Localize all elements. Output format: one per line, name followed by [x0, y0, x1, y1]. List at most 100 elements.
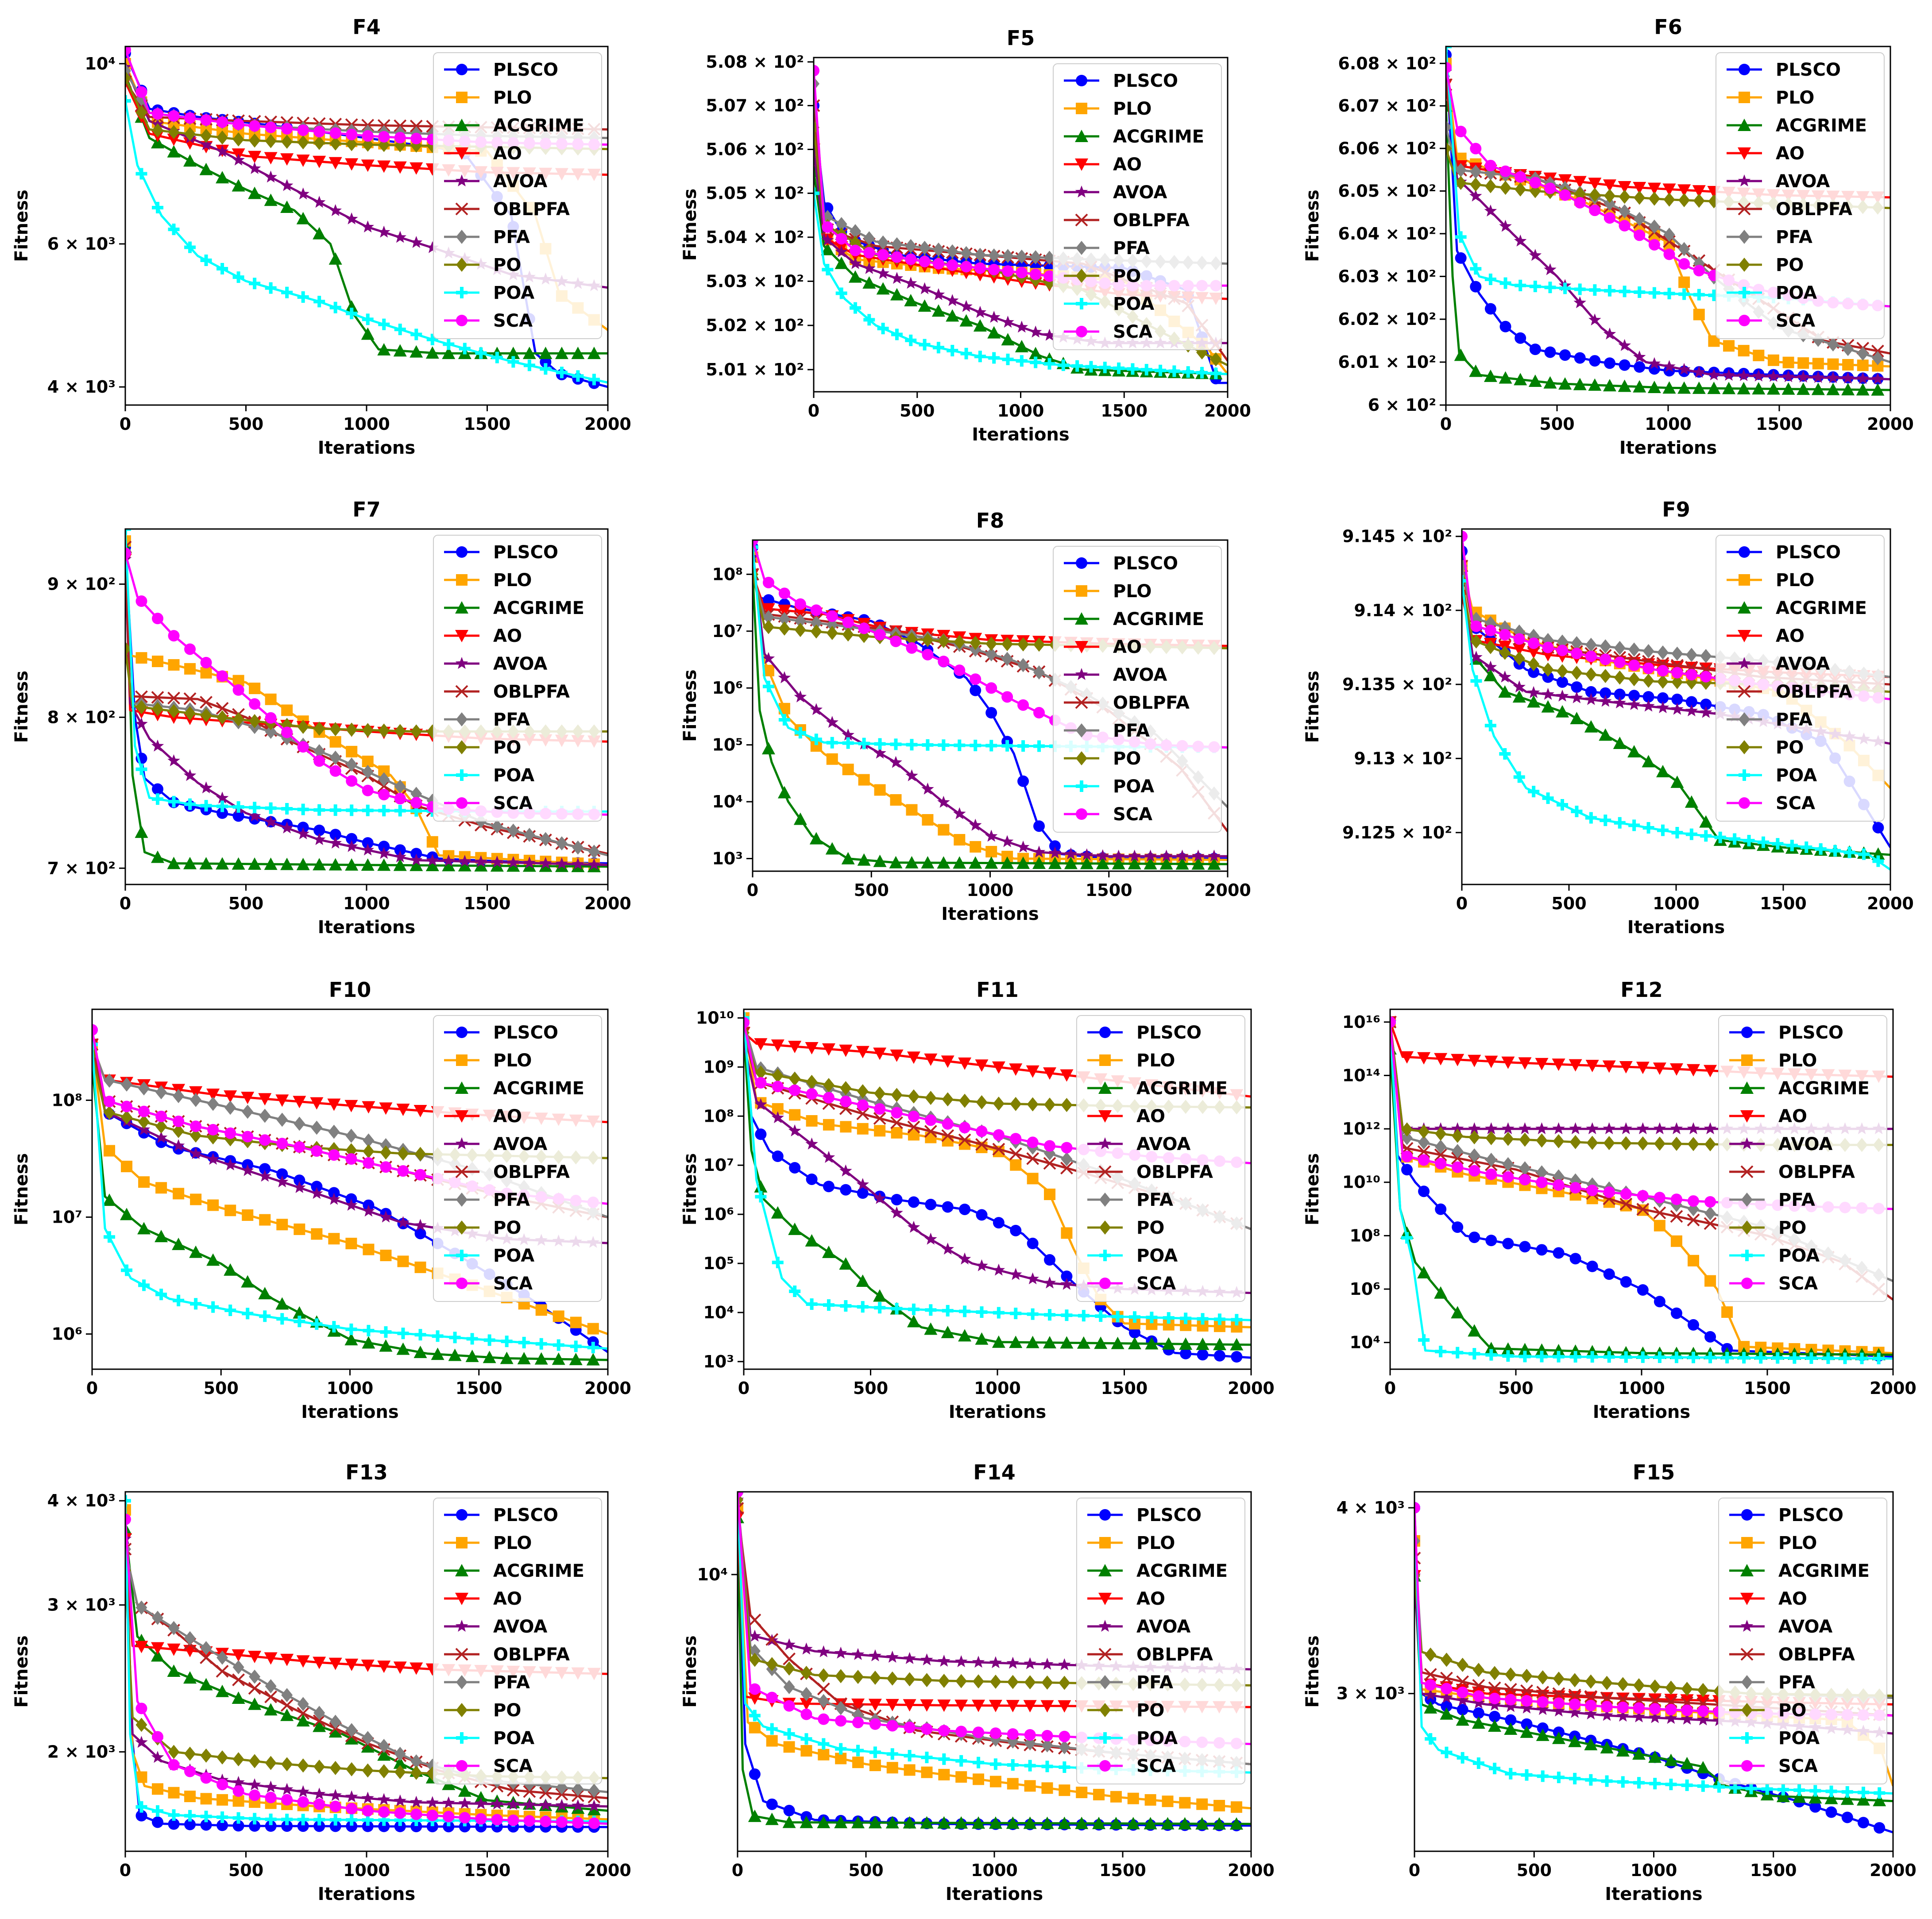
- marker-pfa: [1030, 250, 1042, 265]
- legend-marker-pfa: [456, 1675, 468, 1689]
- legend-marker-ao: [1075, 158, 1088, 171]
- marker-sca: [973, 1726, 985, 1738]
- marker-poa: [265, 1813, 277, 1825]
- marker-avoa: [1692, 366, 1705, 378]
- marker-avoa: [1060, 1278, 1073, 1290]
- marker-acgrime: [989, 1816, 1002, 1829]
- legend-label-acgrime: ACGRIME: [1778, 1078, 1870, 1099]
- chart-title: F8: [976, 509, 1004, 533]
- marker-sca: [1617, 1701, 1629, 1713]
- y-tick-label: 10⁴: [703, 1303, 734, 1322]
- marker-poa: [849, 302, 861, 314]
- marker-avoa: [361, 1792, 374, 1804]
- marker-pfa: [1671, 646, 1683, 661]
- marker-plo: [190, 1193, 202, 1205]
- chart-title: F7: [352, 498, 380, 521]
- marker-ao: [903, 1699, 916, 1712]
- marker-pfa: [1648, 219, 1660, 234]
- marker-avoa: [394, 1794, 406, 1807]
- marker-pfa: [1536, 1165, 1548, 1180]
- marker-plo: [570, 1317, 582, 1328]
- marker-poa: [1755, 1352, 1767, 1364]
- marker-ao: [396, 1104, 410, 1116]
- marker-sca: [835, 1715, 847, 1727]
- marker-acgrime: [232, 179, 245, 192]
- legend-label-plsco: PLSCO: [493, 1023, 558, 1043]
- legend-label-plo: PLO: [493, 88, 532, 108]
- legend-marker-pfa: [1739, 230, 1750, 244]
- marker-acgrime: [199, 857, 213, 869]
- marker-poa: [1648, 287, 1660, 299]
- marker-plsco: [297, 1820, 309, 1832]
- legend-marker-sca: [1099, 1278, 1111, 1289]
- marker-po: [414, 1147, 426, 1161]
- marker-poa: [1513, 771, 1525, 783]
- marker-avoa: [1812, 371, 1825, 383]
- marker-poa: [890, 738, 902, 750]
- marker-acgrime: [1841, 383, 1855, 396]
- legend-marker-plsco: [456, 1027, 468, 1038]
- legend-marker-sca: [1076, 808, 1087, 820]
- marker-pfa: [540, 832, 552, 846]
- marker-acgrime: [1642, 755, 1655, 768]
- marker-avoa: [183, 769, 197, 781]
- y-tick-label: 2 × 10³: [47, 1742, 116, 1761]
- marker-plsco: [970, 684, 981, 696]
- marker-acgrime: [1060, 1336, 1074, 1349]
- marker-poa: [1537, 1770, 1549, 1782]
- marker-acgrime: [1080, 857, 1094, 869]
- marker-acgrime: [1145, 1337, 1159, 1350]
- marker-avoa: [1633, 350, 1646, 363]
- marker-poa: [1030, 356, 1042, 368]
- marker-pfa: [783, 1680, 795, 1695]
- marker-poa: [152, 1805, 164, 1817]
- y-tick-label: 5.02 × 10²: [706, 316, 804, 335]
- marker-acgrime: [1048, 857, 1062, 869]
- marker-sca: [265, 1792, 277, 1803]
- marker-avoa: [1797, 371, 1810, 383]
- marker-avoa: [1440, 1691, 1453, 1703]
- marker-sca: [1457, 1687, 1468, 1699]
- marker-plo: [329, 736, 341, 748]
- marker-poa: [1600, 815, 1611, 826]
- marker-avoa: [1642, 699, 1655, 712]
- marker-ao: [839, 1044, 853, 1057]
- marker-avoa: [1519, 1122, 1531, 1135]
- marker-poa: [766, 1723, 778, 1735]
- marker-acgrime: [1094, 1336, 1108, 1349]
- marker-acgrime: [1016, 856, 1030, 869]
- chart-title: F13: [345, 1460, 387, 1484]
- marker-avoa: [890, 272, 904, 284]
- marker-avoa: [523, 856, 536, 869]
- marker-avoa: [1696, 1713, 1710, 1726]
- marker-ao: [410, 162, 423, 175]
- marker-sca: [778, 587, 790, 599]
- marker-poa: [397, 1328, 409, 1340]
- marker-po: [135, 1718, 147, 1732]
- marker-po: [1553, 1134, 1565, 1149]
- marker-poa: [313, 1814, 325, 1826]
- marker-acgrime: [1144, 1817, 1157, 1830]
- marker-ao: [1434, 1053, 1448, 1066]
- marker-ao: [748, 1692, 761, 1705]
- marker-poa: [329, 1814, 341, 1826]
- marker-avoa: [155, 1131, 168, 1143]
- marker-sca: [755, 1077, 767, 1089]
- marker-plo: [397, 1255, 409, 1267]
- marker-ao: [868, 1699, 882, 1711]
- legend-label-sca: SCA: [493, 793, 533, 814]
- marker-poa: [1843, 846, 1855, 858]
- marker-poa: [523, 359, 535, 371]
- marker-po: [1210, 352, 1222, 367]
- marker-sca: [200, 656, 212, 668]
- marker-po: [1637, 1136, 1649, 1151]
- marker-sca: [1537, 1696, 1549, 1708]
- marker-avoa: [771, 1111, 784, 1124]
- marker-po: [938, 1673, 950, 1688]
- marker-plsco: [362, 837, 374, 849]
- y-tick-label: 10⁷: [703, 1155, 734, 1175]
- marker-plo: [1857, 359, 1869, 371]
- marker-plsco: [459, 1821, 471, 1833]
- marker-avoa: [921, 782, 934, 795]
- marker-poa: [200, 1811, 212, 1822]
